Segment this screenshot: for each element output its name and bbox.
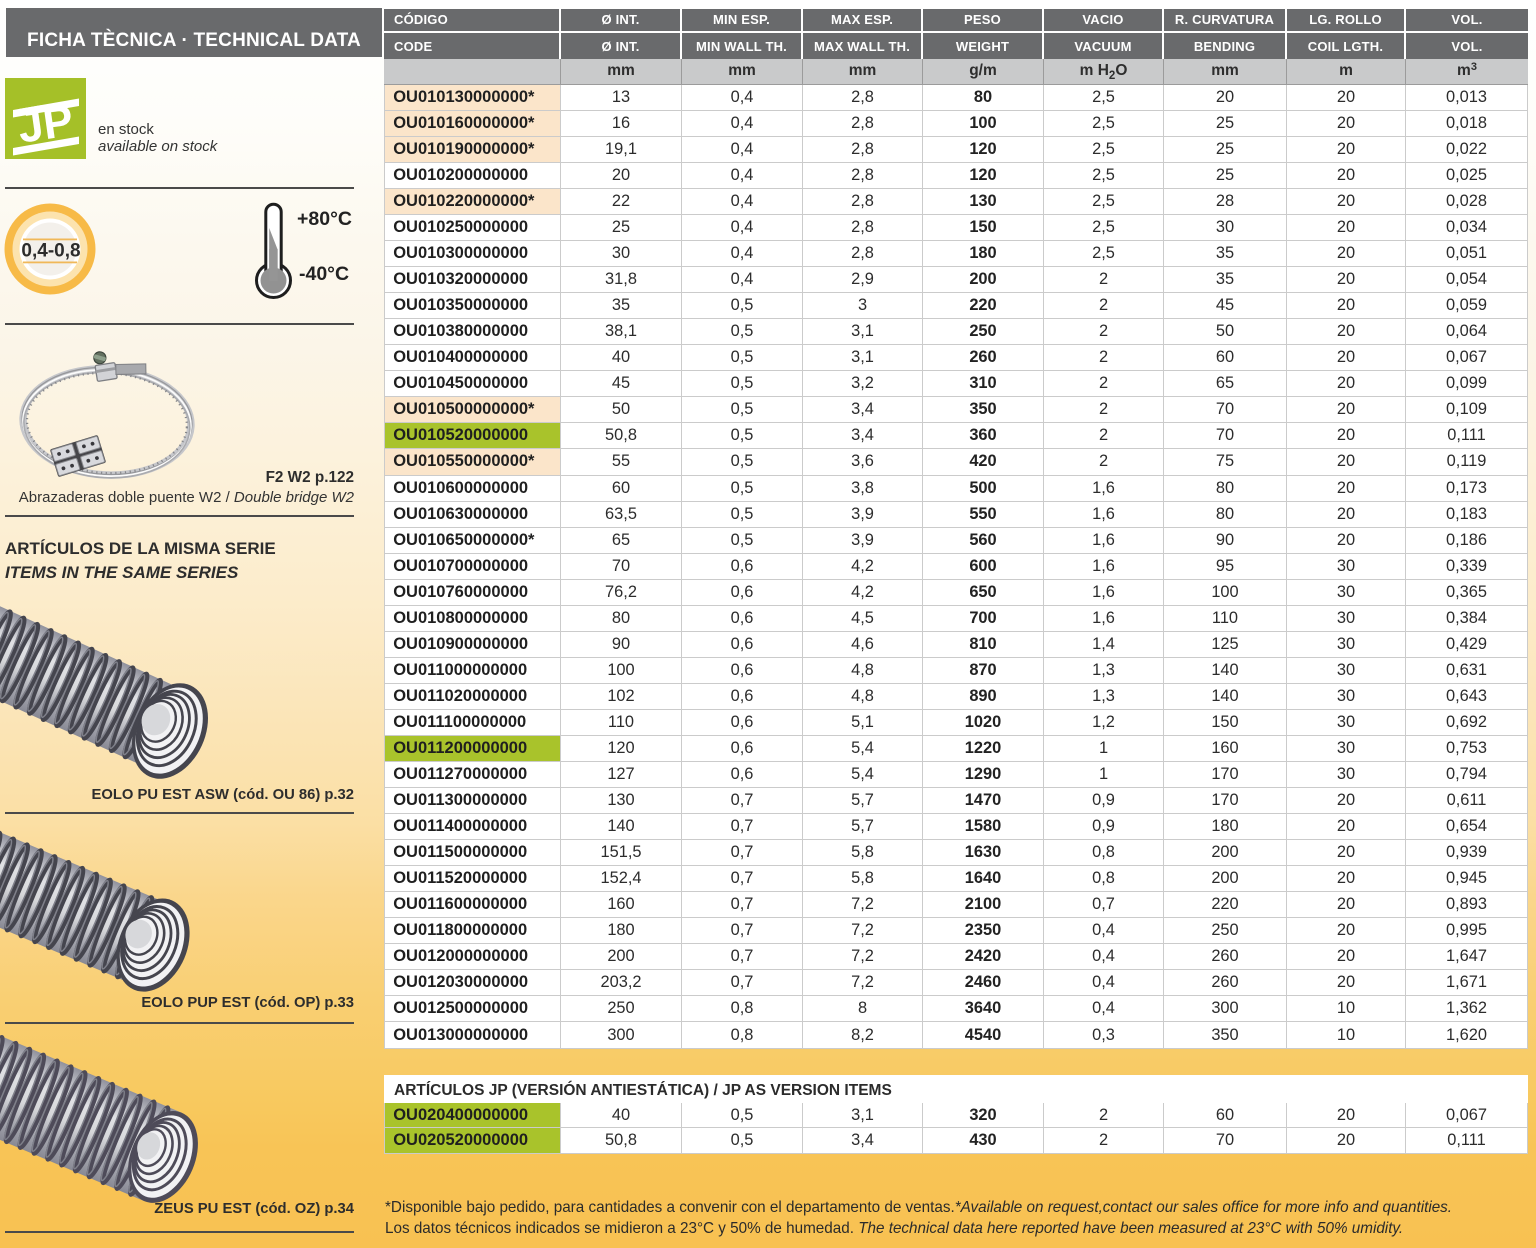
svg-text:JP: JP: [15, 94, 77, 152]
svg-text:0,4-0,8: 0,4-0,8: [21, 241, 80, 262]
